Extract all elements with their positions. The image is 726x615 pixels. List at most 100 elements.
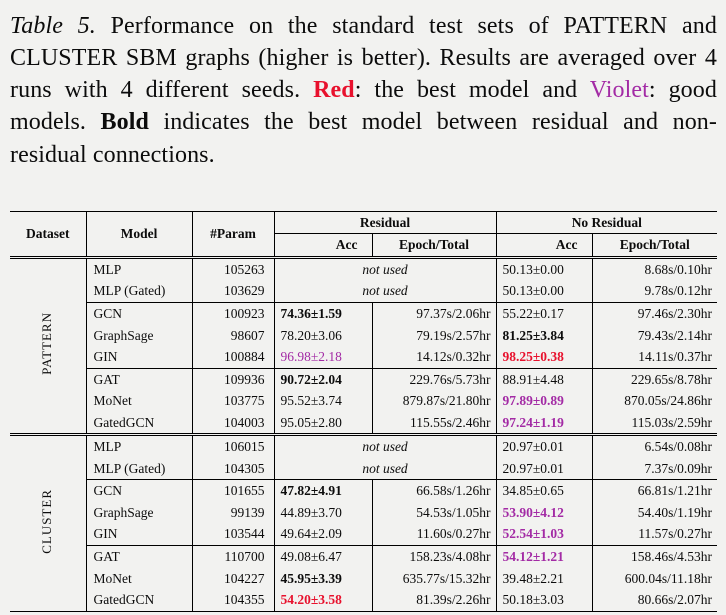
table-row: MLP (Gated) 103629 not used 50.13±0.00 9.78s… xyxy=(10,280,717,303)
noresidual-time-cell: 600.04s/11.18hr xyxy=(624,570,712,586)
not-used-cell: not used xyxy=(274,457,497,480)
caption-segment-violet: Violet xyxy=(589,77,649,104)
noresidual-acc-cell: 20.97±0.01 xyxy=(496,433,593,458)
model-cell: MLP xyxy=(86,257,193,281)
param-cell: 103629 xyxy=(192,280,275,303)
table-row: GraphSage 99139 44.89±3.70 54.53s/1.05hr 53.… xyxy=(10,501,717,524)
residual-acc-cell: 45.95±3.39 xyxy=(274,567,373,590)
noresidual-time-cell: 870.05s/24.86hr xyxy=(624,393,712,409)
noresidual-acc-cell: 88.91±4.48 xyxy=(496,367,593,391)
header-residual-acc: Acc xyxy=(274,233,373,259)
residual-acc-cell: 44.89±3.70 xyxy=(274,501,373,524)
noresidual-acc-cell: 55.22±0.17 xyxy=(496,301,593,325)
noresidual-time-cell: 8.68s/0.10hr xyxy=(644,261,713,277)
header-row-groups: Dataset Model #Param Residual No Residua… xyxy=(10,211,717,259)
param-cell: 104003 xyxy=(192,411,275,435)
model-cell: MLP xyxy=(86,433,193,458)
residual-time-cell: 97.37s/2.06hr xyxy=(372,301,497,325)
residual-acc-cell: 95.05±2.80 xyxy=(274,411,373,435)
residual-acc-cell: 49.08±6.47 xyxy=(274,544,373,568)
header-model: Model xyxy=(86,211,193,259)
table-row: CLUSTER MLP 106015 not used 20.97±0.01 6.54s/… xyxy=(10,433,717,612)
param-cell: 100884 xyxy=(192,346,275,369)
table-row: GraphSage 98607 78.20±3.06 79.19s/2.57hr 81.… xyxy=(10,324,717,347)
residual-acc-cell: 49.64±2.09 xyxy=(274,523,373,546)
model-cell: MoNet xyxy=(86,567,193,590)
noresidual-acc-cell: 50.13±0.00 xyxy=(496,280,593,303)
table-row: GatedGCN 104003 95.05±2.80 115.55s/2.46hr 97… xyxy=(10,411,717,435)
noresidual-acc-cell: 98.25±0.38 xyxy=(496,346,593,369)
residual-time-cell: 66.58s/1.26hr xyxy=(372,479,497,502)
residual-acc-cell: 78.20±3.06 xyxy=(274,324,373,347)
param-cell: 104227 xyxy=(192,567,275,590)
noresidual-acc-cell: 54.12±1.21 xyxy=(496,544,593,568)
param-cell: 99139 xyxy=(192,501,275,524)
param-cell: 100923 xyxy=(192,301,275,325)
model-cell: GraphSage xyxy=(86,501,193,524)
model-cell: GCN xyxy=(86,301,193,325)
noresidual-time-cell: 80.66s/2.07hr xyxy=(637,592,712,608)
noresidual-time-cell: 79.43s/2.14hr xyxy=(637,327,712,343)
residual-acc-cell: 74.36±1.59 xyxy=(274,301,373,325)
noresidual-acc-cell: 20.97±0.01 xyxy=(496,457,593,480)
header-no-residual: No Residual xyxy=(496,211,717,235)
param-cell: 101655 xyxy=(192,479,275,502)
noresidual-time-cell: 11.57s/0.27hr xyxy=(638,526,712,542)
header-residual-epoch-total: Epoch/Total xyxy=(372,233,497,259)
noresidual-time-cell: 115.03s/2.59hr xyxy=(631,414,713,430)
caption-segment-bold: Bold xyxy=(100,109,149,136)
not-used-cell: not used xyxy=(274,433,497,458)
table-row: GCN 101655 47.82±4.91 66.58s/1.26hr 34.85±0.… xyxy=(10,479,717,502)
model-cell: GraphSage xyxy=(86,324,193,347)
residual-time-cell: 635.77s/15.32hr xyxy=(372,567,497,590)
not-used-cell: not used xyxy=(274,280,497,303)
noresidual-acc-cell: 53.90±4.12 xyxy=(496,501,593,524)
residual-time-cell: 158.23s/4.08hr xyxy=(372,544,497,568)
model-cell: GAT xyxy=(86,544,193,568)
param-cell: 104305 xyxy=(192,457,275,480)
noresidual-time-cell: 158.46s/4.53hr xyxy=(592,544,717,568)
table-row: MoNet 103775 95.52±3.74 879.87s/21.80hr 97.8… xyxy=(10,390,717,412)
table-header: Dataset Model #Param Residual No Residua… xyxy=(10,211,717,259)
param-cell: 105263 xyxy=(192,257,275,281)
residual-time-cell: 229.76s/5.73hr xyxy=(372,367,497,391)
residual-time-cell: 81.39s/2.26hr xyxy=(372,589,497,612)
residual-time-cell: 79.19s/2.57hr xyxy=(372,324,497,347)
param-cell: 103544 xyxy=(192,523,275,546)
table-row: GIN 100884 96.98±2.18 14.12s/0.32hr 98.25±0.… xyxy=(10,346,717,369)
param-cell: 104355 xyxy=(192,589,275,612)
noresidual-time-cell: 229.65s/8.78hr xyxy=(592,367,717,391)
model-cell: MLP (Gated) xyxy=(86,457,193,480)
table-caption: Table 5. Performance on the standard tes… xyxy=(10,10,717,171)
table-row: GatedGCN 104355 54.20±3.58 81.39s/2.26hr 50.… xyxy=(10,589,717,612)
model-cell: GAT xyxy=(86,367,193,391)
noresidual-acc-cell: 81.25±3.84 xyxy=(496,324,593,347)
residual-acc-cell: 90.72±2.04 xyxy=(274,367,373,391)
noresidual-time-cell: 66.81s/1.21hr xyxy=(592,479,717,502)
param-cell: 110700 xyxy=(192,544,275,568)
model-cell: GatedGCN xyxy=(86,411,193,435)
residual-time-cell: 14.12s/0.32hr xyxy=(372,346,497,369)
caption-segment-normal: : the best model and xyxy=(354,77,590,104)
residual-acc-cell: 47.82±4.91 xyxy=(274,479,373,502)
noresidual-acc-cell: 52.54±1.03 xyxy=(496,523,593,546)
noresidual-time-cell: 14.11s/0.37hr xyxy=(638,349,712,365)
header-row-sub: Acc Epoch/Total Acc Epoch/Total xyxy=(10,233,717,259)
model-cell: GIN xyxy=(86,523,193,546)
noresidual-time-cell: 54.40s/1.19hr xyxy=(637,504,712,520)
residual-time-cell: 11.60s/0.27hr xyxy=(372,523,497,546)
noresidual-time-cell: 6.54s/0.08hr xyxy=(592,433,717,458)
residual-time-cell: 54.53s/1.05hr xyxy=(372,501,497,524)
dataset-label: CLUSTER xyxy=(39,488,55,554)
caption-segment-normal: indicates the best model between residua… xyxy=(10,109,717,168)
caption-segment-normal: : good models. xyxy=(10,77,717,136)
header-noresidual-acc: Acc xyxy=(496,233,593,259)
header-dataset: Dataset xyxy=(10,211,87,259)
table-row: PATTERN MLP 105263 not used 50.13±0.00 8.68s/… xyxy=(10,257,717,435)
table-body: PATTERN MLP 105263 not used 50.13±0.00 8.68s/… xyxy=(10,257,717,612)
noresidual-acc-cell: 34.85±0.65 xyxy=(496,479,593,502)
table-row: GIN 103544 49.64±2.09 11.60s/0.27hr 52.54±1.… xyxy=(10,523,717,546)
table-row: GCN 100923 74.36±1.59 97.37s/2.06hr 55.22±0.… xyxy=(10,301,717,325)
table-row: MoNet 104227 45.95±3.39 635.77s/15.32hr 39.4… xyxy=(10,567,717,590)
